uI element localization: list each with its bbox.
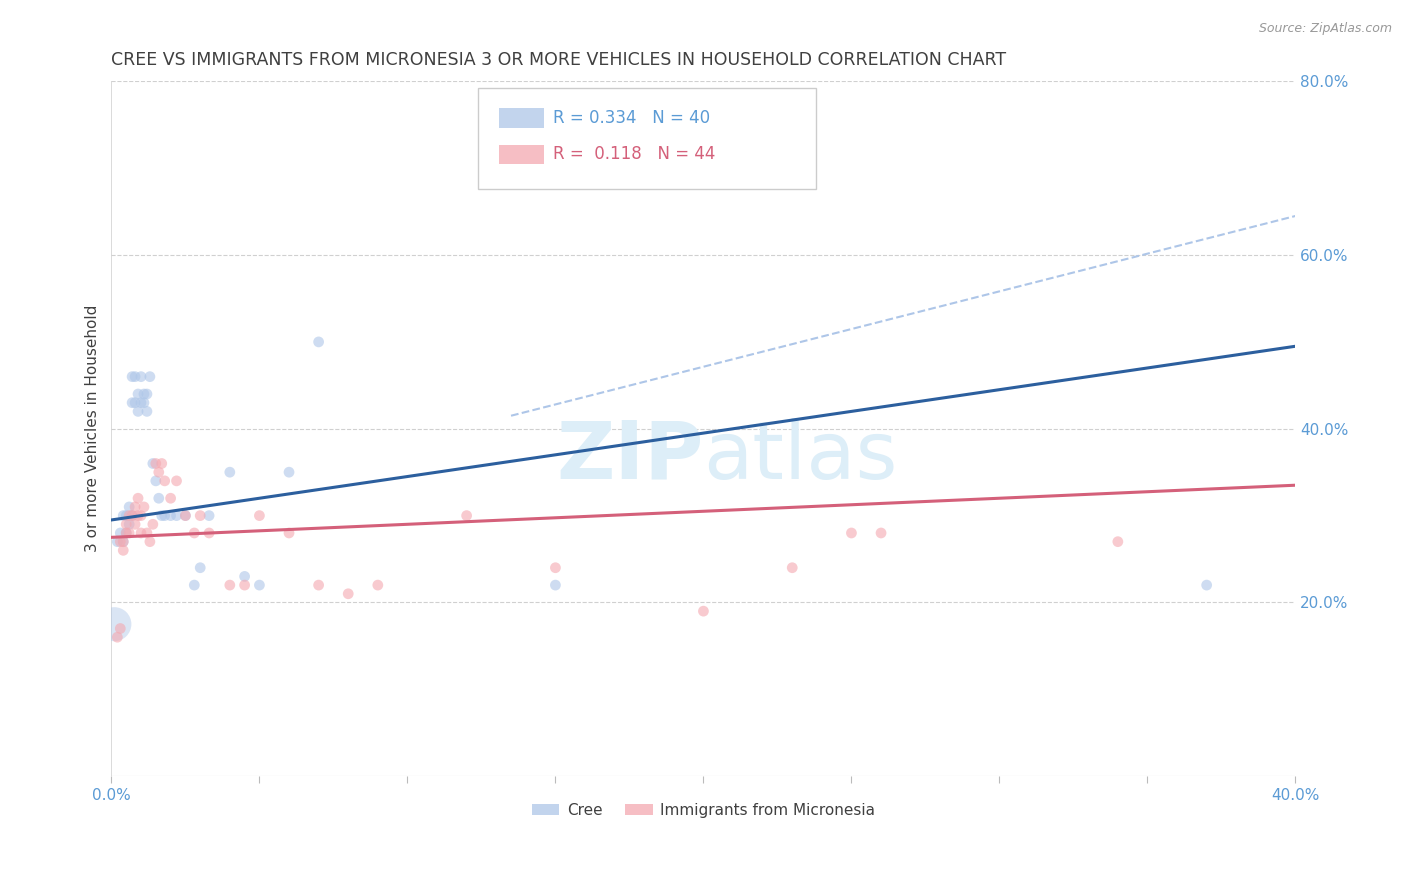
Point: [198, 508, 221, 523]
Point: [129, 369, 152, 384]
Point: [142, 517, 165, 532]
Text: R = 0.334   N = 40: R = 0.334 N = 40: [553, 109, 710, 128]
Point: [121, 508, 143, 523]
Point: [233, 569, 256, 583]
Point: [150, 508, 173, 523]
Point: [278, 465, 301, 479]
Point: [174, 508, 197, 523]
Point: [115, 526, 138, 541]
Point: [278, 526, 301, 541]
Point: [129, 395, 152, 409]
Point: [132, 500, 155, 514]
Text: R =  0.118   N = 44: R = 0.118 N = 44: [553, 145, 716, 163]
Point: [127, 491, 149, 506]
Point: [174, 508, 197, 523]
Point: [153, 474, 176, 488]
Point: [249, 578, 271, 592]
Point: [118, 500, 141, 514]
Bar: [499, 109, 544, 128]
Point: [233, 578, 256, 592]
Point: [127, 387, 149, 401]
Bar: [499, 145, 544, 164]
Point: [780, 560, 803, 574]
Point: [148, 465, 170, 479]
Point: [692, 604, 714, 618]
Point: [544, 578, 567, 592]
Point: [139, 369, 162, 384]
Point: [166, 508, 188, 523]
Point: [142, 457, 165, 471]
Point: [166, 474, 188, 488]
Point: [124, 500, 146, 514]
Point: [112, 534, 135, 549]
Point: [139, 534, 162, 549]
Point: [544, 560, 567, 574]
Point: [150, 457, 173, 471]
Point: [456, 508, 478, 523]
Point: [136, 526, 159, 541]
Point: [112, 534, 135, 549]
Point: [118, 508, 141, 523]
Point: [1195, 578, 1218, 592]
Text: ZIP: ZIP: [557, 417, 703, 496]
Point: [145, 474, 167, 488]
Y-axis label: 3 or more Vehicles in Household: 3 or more Vehicles in Household: [86, 305, 100, 552]
Point: [308, 334, 330, 349]
Point: [188, 508, 211, 523]
Point: [337, 587, 360, 601]
Point: [103, 617, 125, 632]
Point: [159, 508, 181, 523]
Point: [121, 508, 143, 523]
Point: [115, 517, 138, 532]
Text: Source: ZipAtlas.com: Source: ZipAtlas.com: [1258, 22, 1392, 36]
Point: [112, 543, 135, 558]
Point: [148, 491, 170, 506]
Point: [105, 534, 128, 549]
Point: [153, 508, 176, 523]
Point: [136, 387, 159, 401]
Text: atlas: atlas: [703, 417, 898, 496]
Point: [110, 534, 132, 549]
Point: [121, 395, 143, 409]
Point: [1107, 534, 1129, 549]
Point: [110, 526, 132, 541]
Point: [110, 622, 132, 636]
Point: [129, 508, 152, 523]
Point: [115, 526, 138, 541]
Point: [367, 578, 389, 592]
Point: [115, 508, 138, 523]
Point: [218, 578, 240, 592]
Point: [188, 560, 211, 574]
Point: [183, 578, 205, 592]
Point: [124, 517, 146, 532]
Point: [132, 395, 155, 409]
Legend: Cree, Immigrants from Micronesia: Cree, Immigrants from Micronesia: [526, 797, 882, 824]
Point: [118, 526, 141, 541]
Point: [127, 404, 149, 418]
Point: [159, 491, 181, 506]
Point: [249, 508, 271, 523]
Text: CREE VS IMMIGRANTS FROM MICRONESIA 3 OR MORE VEHICLES IN HOUSEHOLD CORRELATION C: CREE VS IMMIGRANTS FROM MICRONESIA 3 OR …: [111, 51, 1007, 69]
Point: [132, 387, 155, 401]
Point: [124, 395, 146, 409]
Point: [105, 630, 128, 644]
Point: [183, 526, 205, 541]
Point: [124, 369, 146, 384]
FancyBboxPatch shape: [478, 88, 815, 189]
Point: [136, 404, 159, 418]
Point: [218, 465, 240, 479]
Point: [841, 526, 863, 541]
Point: [198, 526, 221, 541]
Point: [870, 526, 893, 541]
Point: [308, 578, 330, 592]
Point: [145, 457, 167, 471]
Point: [127, 508, 149, 523]
Point: [112, 508, 135, 523]
Point: [129, 526, 152, 541]
Point: [121, 369, 143, 384]
Point: [118, 517, 141, 532]
